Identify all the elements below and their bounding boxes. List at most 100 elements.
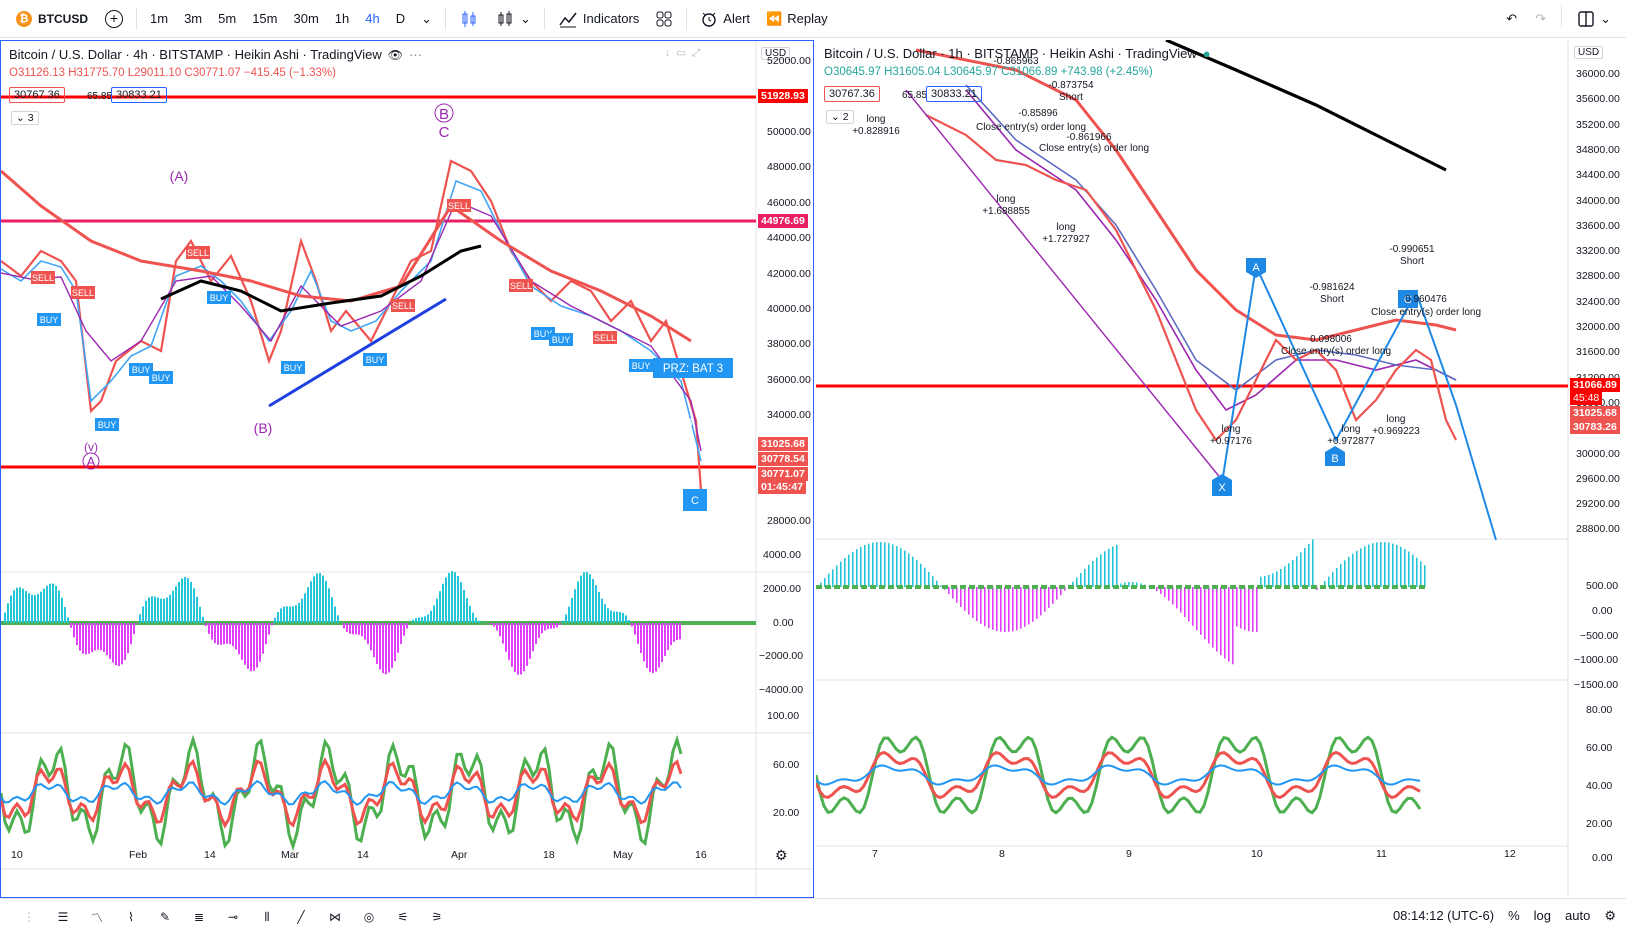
macd-bar (475, 617, 477, 623)
point-c-marker[interactable] (1398, 290, 1418, 308)
macd-bar (1124, 582, 1126, 587)
templates-button[interactable] (648, 5, 680, 33)
macd-bar (580, 575, 582, 623)
settings-gear-icon[interactable]: ⚙ (775, 847, 788, 863)
point-x-marker[interactable] (1212, 474, 1232, 496)
horizontal-lines-icon[interactable]: ☰ (57, 910, 69, 924)
trend-line-icon[interactable]: ╱ (297, 910, 305, 924)
macd-bar (25, 590, 27, 623)
bid-price[interactable]: 30767.36 (9, 87, 65, 103)
percent-toggle[interactable]: % (1508, 908, 1520, 923)
abc-pattern-icon[interactable]: 〽 (90, 910, 103, 925)
currency-button[interactable]: USD (1574, 46, 1604, 59)
spread-value: 65.85 (902, 90, 928, 101)
auto-toggle[interactable]: auto (1565, 908, 1591, 923)
interval-1h[interactable]: 1h (334, 11, 350, 26)
macd-bar (619, 611, 621, 623)
symbol-search[interactable]: ₿ BTCUSD (8, 0, 96, 37)
macd-bar (1172, 587, 1174, 605)
layout-button[interactable]: ⌄ (1570, 5, 1618, 33)
ask-price[interactable]: 30833.21 (926, 86, 982, 102)
interval-15m[interactable]: 15m (252, 11, 278, 26)
macd-bar (139, 614, 141, 623)
log-toggle[interactable]: log (1533, 908, 1552, 923)
macd-tick: −500.00 (1580, 630, 1619, 642)
x-tick: 10 (1251, 848, 1263, 860)
clock-time[interactable]: 08:14:12 (UTC-6) (1392, 908, 1495, 923)
drawing-toolbar: ⋮ ☰ 〽 ⌇ ✎ ≣ ⊸ ⫴ ╱ ⋈ ◎ ⚟ ⚞ 08:14:12 (UTC-… (0, 898, 1626, 935)
settings-list-icon[interactable]: ⚟ (397, 910, 409, 924)
macd-bar (1384, 542, 1386, 587)
interval-4h[interactable]: 4h (365, 11, 380, 26)
layers-toggle[interactable]: ⌄ 3 (11, 111, 39, 125)
macd-bar (1228, 587, 1230, 662)
macd-bar (920, 563, 922, 587)
left-chart-canvas[interactable]: B C (A) (B) (v) A PRZ: BAT 3 C B SELL SEL… (1, 41, 813, 897)
macd-bar (1276, 571, 1278, 587)
currency-button[interactable]: USD (761, 47, 791, 60)
divider (543, 7, 545, 30)
more-icon[interactable]: ··· (409, 47, 423, 62)
interval-1m[interactable]: 1m (150, 11, 169, 26)
cycle-icon[interactable]: ◎ (363, 910, 375, 924)
macd-bar (1412, 554, 1414, 587)
macd-bar (544, 623, 546, 631)
bid-price[interactable]: 30767.36 (824, 86, 880, 102)
indicators-button[interactable]: Indicators (551, 5, 646, 33)
brush-icon[interactable]: ✎ (159, 910, 171, 924)
interval-dropdown-button[interactable]: ⌄ (414, 5, 439, 33)
grip-handle-icon[interactable]: ⋮ (23, 910, 35, 924)
macd-bar (1132, 582, 1134, 587)
pattern-icon[interactable]: ⋈ (329, 910, 341, 924)
horizontal-ray-icon[interactable]: ⊸ (227, 910, 239, 924)
top-toolbar: ₿ BTCUSD + 1m 3m 5m 15m 30m 1h 4h D ⌄ ⌄ … (0, 0, 1626, 38)
alert-button[interactable]: Alert (693, 5, 757, 33)
elliott-wave-icon[interactable]: ⌇ (128, 910, 134, 924)
point-a-marker[interactable] (1246, 258, 1266, 278)
interval-5m[interactable]: 5m (218, 11, 237, 26)
settings-gear-icon[interactable]: ⚙ (1604, 908, 1616, 923)
compare-button[interactable]: + (98, 5, 130, 33)
trend-line[interactable] (268, 297, 447, 408)
pane-controls[interactable]: ↓ ▭ ⤢ (665, 47, 701, 59)
redo-button[interactable]: ↷ (1528, 5, 1553, 33)
right-chart-canvas[interactable]: A X B C long+0.828916-0.865963-0.873754S… (816, 40, 1626, 896)
interval-30m[interactable]: 30m (293, 11, 319, 26)
sma-black (160, 244, 482, 313)
price-tag-last: 31025.68 (758, 437, 808, 451)
price-series (925, 114, 1457, 442)
chart-type-button[interactable]: ⌄ (488, 5, 538, 33)
macd-bar (319, 573, 321, 623)
fib-retracement-icon[interactable]: ≣ (193, 910, 205, 924)
right-chart-pane[interactable]: A X B C long +0.828916 -0.865963 -0.873754 S… (816, 40, 1626, 898)
bar-style-button[interactable] (452, 5, 486, 33)
macd-bar (884, 542, 886, 587)
macd-bar (517, 623, 519, 675)
macd-bar (31, 594, 33, 623)
macd-bar (679, 623, 681, 640)
point-b-marker[interactable] (1325, 446, 1345, 466)
macd-bar (577, 581, 579, 623)
macd-bar (391, 623, 393, 668)
point-c-marker[interactable] (683, 489, 707, 511)
macd-bar (824, 578, 826, 587)
macd-bar (968, 587, 970, 615)
macd-bar (872, 542, 874, 587)
chart-legend[interactable]: Bitcoin / U.S. Dollar · 1h · BITSTAMP · … (824, 46, 1211, 61)
annotation-text: Short (1320, 294, 1344, 305)
layers-toggle[interactable]: ⌄ 2 (826, 110, 854, 124)
replay-button[interactable]: ⏪ Replay (759, 5, 835, 33)
eye-icon[interactable]: 👁 (387, 47, 404, 62)
object-tree-icon[interactable]: ⚞ (431, 910, 443, 924)
macd-bar (217, 623, 219, 645)
interval-d[interactable]: D (395, 11, 406, 26)
macd-bar (610, 610, 612, 623)
interval-3m[interactable]: 3m (184, 11, 203, 26)
long-position-icon[interactable]: ⫴ (264, 909, 270, 924)
undo-button[interactable]: ↶ (1499, 5, 1524, 33)
macd-bar (313, 576, 315, 623)
left-chart-pane[interactable]: B C (A) (B) (v) A PRZ: BAT 3 C B SELL SEL… (0, 40, 814, 898)
chart-legend[interactable]: Bitcoin / U.S. Dollar · 4h · BITSTAMP · … (9, 47, 422, 62)
ask-price[interactable]: 30833.21 (111, 87, 167, 103)
x-tick: 12 (1504, 848, 1516, 860)
